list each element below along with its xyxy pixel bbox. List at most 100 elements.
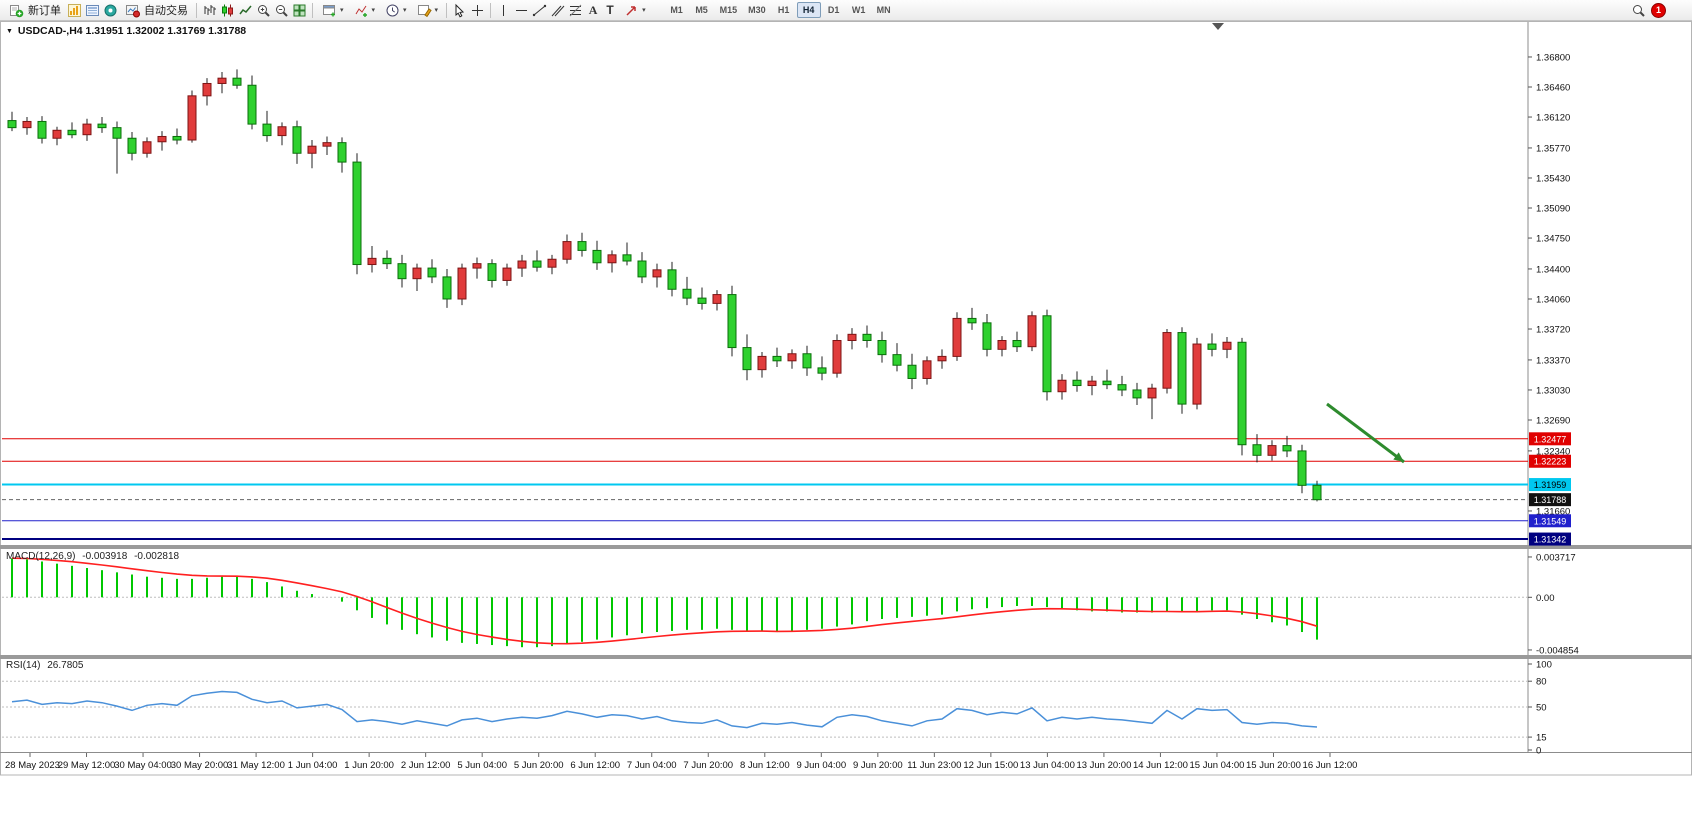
tile-windows-icon[interactable]: [291, 2, 308, 19]
svg-text:16 Jun 12:00: 16 Jun 12:00: [1303, 760, 1358, 771]
chart-frame: [0, 21, 1692, 776]
svg-text:14 Jun 12:00: 14 Jun 12:00: [1133, 760, 1188, 771]
svg-text:9 Jun 04:00: 9 Jun 04:00: [796, 760, 846, 771]
arrow-tool-icon: [623, 2, 640, 19]
periods-button[interactable]: ▾: [380, 0, 411, 20]
svg-text:1.35770: 1.35770: [1536, 143, 1570, 154]
svg-text:1.34750: 1.34750: [1536, 234, 1570, 245]
svg-text:15 Jun 20:00: 15 Jun 20:00: [1246, 760, 1301, 771]
svg-text:28 May 2023: 28 May 2023: [5, 760, 60, 771]
zoom-in-icon[interactable]: [255, 2, 272, 19]
svg-text:1.35090: 1.35090: [1536, 204, 1570, 215]
macd-title: MACD(12,26,9): [6, 551, 76, 562]
macd-main-value: -0.003918: [82, 551, 128, 562]
charts-menu-icon[interactable]: [66, 2, 83, 19]
price-level-lines[interactable]: [2, 438, 1528, 541]
toolbar-separator: [490, 2, 492, 18]
chart-shift-marker-icon: [1212, 23, 1224, 30]
timeframe-button-h1[interactable]: H1: [777, 5, 790, 15]
timeframe-button-w1[interactable]: W1: [851, 5, 866, 15]
cursor-icon[interactable]: [451, 2, 468, 19]
vertical-line-icon[interactable]: [495, 2, 512, 19]
market-watch-icon[interactable]: [84, 2, 101, 19]
candlestick-chart-icon[interactable]: [219, 2, 236, 19]
svg-text:13 Jun 20:00: 13 Jun 20:00: [1076, 760, 1131, 771]
svg-text:1.31788: 1.31788: [1534, 495, 1567, 505]
svg-text:100: 100: [1536, 660, 1552, 671]
template-button[interactable]: ▾: [412, 0, 443, 20]
svg-text:5 Jun 04:00: 5 Jun 04:00: [457, 760, 507, 771]
toolbar-separator: [312, 2, 313, 18]
toolbar-separator: [196, 2, 197, 18]
add-chart-icon: [321, 2, 338, 19]
svg-text:1.33370: 1.33370: [1536, 355, 1570, 366]
autotrading-button[interactable]: 自动交易: [120, 0, 192, 20]
svg-text:31 May 12:00: 31 May 12:00: [227, 760, 285, 771]
add-chart-button[interactable]: ▾: [317, 0, 348, 20]
svg-text:1.36120: 1.36120: [1536, 113, 1570, 124]
timeframe-button-h4[interactable]: H4: [796, 2, 821, 18]
svg-text:1.33030: 1.33030: [1536, 385, 1570, 396]
svg-text:0.003717: 0.003717: [1536, 552, 1576, 563]
toolbar-separator: [446, 2, 448, 18]
arrow-tools-button[interactable]: ▾: [619, 0, 650, 20]
indicators-icon: [353, 2, 370, 19]
timeframe-button-d1[interactable]: D1: [827, 5, 840, 15]
chart-title: ▼ USDCAD-,H4 1.31951 1.32002 1.31769 1.3…: [6, 25, 246, 37]
zoom-out-icon[interactable]: [273, 2, 290, 19]
macd-signal-value: -0.002818: [134, 551, 180, 562]
fibonacci-icon[interactable]: [567, 2, 584, 19]
chart-marker-icon: ▼: [6, 28, 13, 35]
line-chart-icon[interactable]: [237, 2, 254, 19]
trend-arrow-annotation[interactable]: [1326, 402, 1405, 464]
svg-text:2 Jun 12:00: 2 Jun 12:00: [401, 760, 451, 771]
timeframe-button-m5[interactable]: M5: [695, 5, 708, 15]
bar-chart-icon[interactable]: [201, 2, 218, 19]
svg-text:1.36460: 1.36460: [1536, 83, 1570, 94]
timeframe-button-m30[interactable]: M30: [748, 5, 766, 15]
text-label-tool-icon[interactable]: T: [606, 3, 614, 17]
notification-badge[interactable]: 1: [1651, 2, 1666, 18]
svg-text:1.32690: 1.32690: [1536, 415, 1570, 426]
indicators-button[interactable]: ▾: [349, 0, 380, 20]
caret-down-icon: ▾: [642, 7, 646, 14]
svg-text:1.36800: 1.36800: [1536, 52, 1570, 63]
timeframe-button-m15[interactable]: M15: [719, 5, 738, 15]
chart-symbol-period: USDCAD-,H4: [17, 25, 83, 37]
svg-text:9 Jun 20:00: 9 Jun 20:00: [853, 760, 903, 771]
svg-text:1.35430: 1.35430: [1536, 173, 1570, 184]
main-toolbar: 新订单 自动交易 ▾ ▾: [0, 0, 1692, 21]
svg-text:12 Jun 15:00: 12 Jun 15:00: [963, 760, 1018, 771]
timeframe-button-m1[interactable]: M1: [670, 5, 683, 15]
text-tool-icon[interactable]: A: [588, 2, 598, 17]
new-order-button[interactable]: 新订单: [4, 0, 65, 20]
svg-text:-0.004854: -0.004854: [1536, 645, 1579, 656]
rsi-title: RSI(14): [6, 660, 41, 671]
crosshair-icon[interactable]: [469, 2, 486, 19]
search-icon[interactable]: [1630, 2, 1647, 19]
timeframe-button-mn[interactable]: MN: [876, 5, 891, 15]
svg-text:7 Jun 20:00: 7 Jun 20:00: [683, 760, 733, 771]
svg-text:50: 50: [1536, 703, 1547, 714]
macd-panel: 0.003717 0.00 -0.004854: [2, 552, 1579, 656]
horizontal-line-icon[interactable]: [513, 2, 530, 19]
caret-down-icon: ▾: [340, 7, 344, 14]
template-icon: [416, 2, 433, 19]
price-axis[interactable]: 1.36800 1.36460 1.36120 1.35770 1.35430 1.350…: [1528, 52, 1571, 546]
svg-text:15 Jun 04:00: 15 Jun 04:00: [1189, 760, 1244, 771]
equidistant-channel-icon[interactable]: [549, 2, 566, 19]
svg-text:13 Jun 04:00: 13 Jun 04:00: [1020, 760, 1075, 771]
svg-text:30 May 04:00: 30 May 04:00: [114, 760, 172, 771]
trendline-icon[interactable]: [531, 2, 548, 19]
chart-ohlc-values: 1.31951 1.32002 1.31769 1.31788: [85, 25, 247, 37]
svg-text:7 Jun 04:00: 7 Jun 04:00: [627, 760, 677, 771]
navigator-icon[interactable]: [102, 2, 119, 19]
autotrading-label: 自动交易: [144, 5, 188, 17]
svg-text:1.31342: 1.31342: [1534, 535, 1567, 545]
svg-text:1.32223: 1.32223: [1534, 457, 1567, 467]
svg-text:80: 80: [1536, 677, 1547, 688]
macd-label: MACD(12,26,9) -0.003918 -0.002818: [6, 551, 179, 562]
caret-down-icon: ▾: [403, 7, 407, 14]
